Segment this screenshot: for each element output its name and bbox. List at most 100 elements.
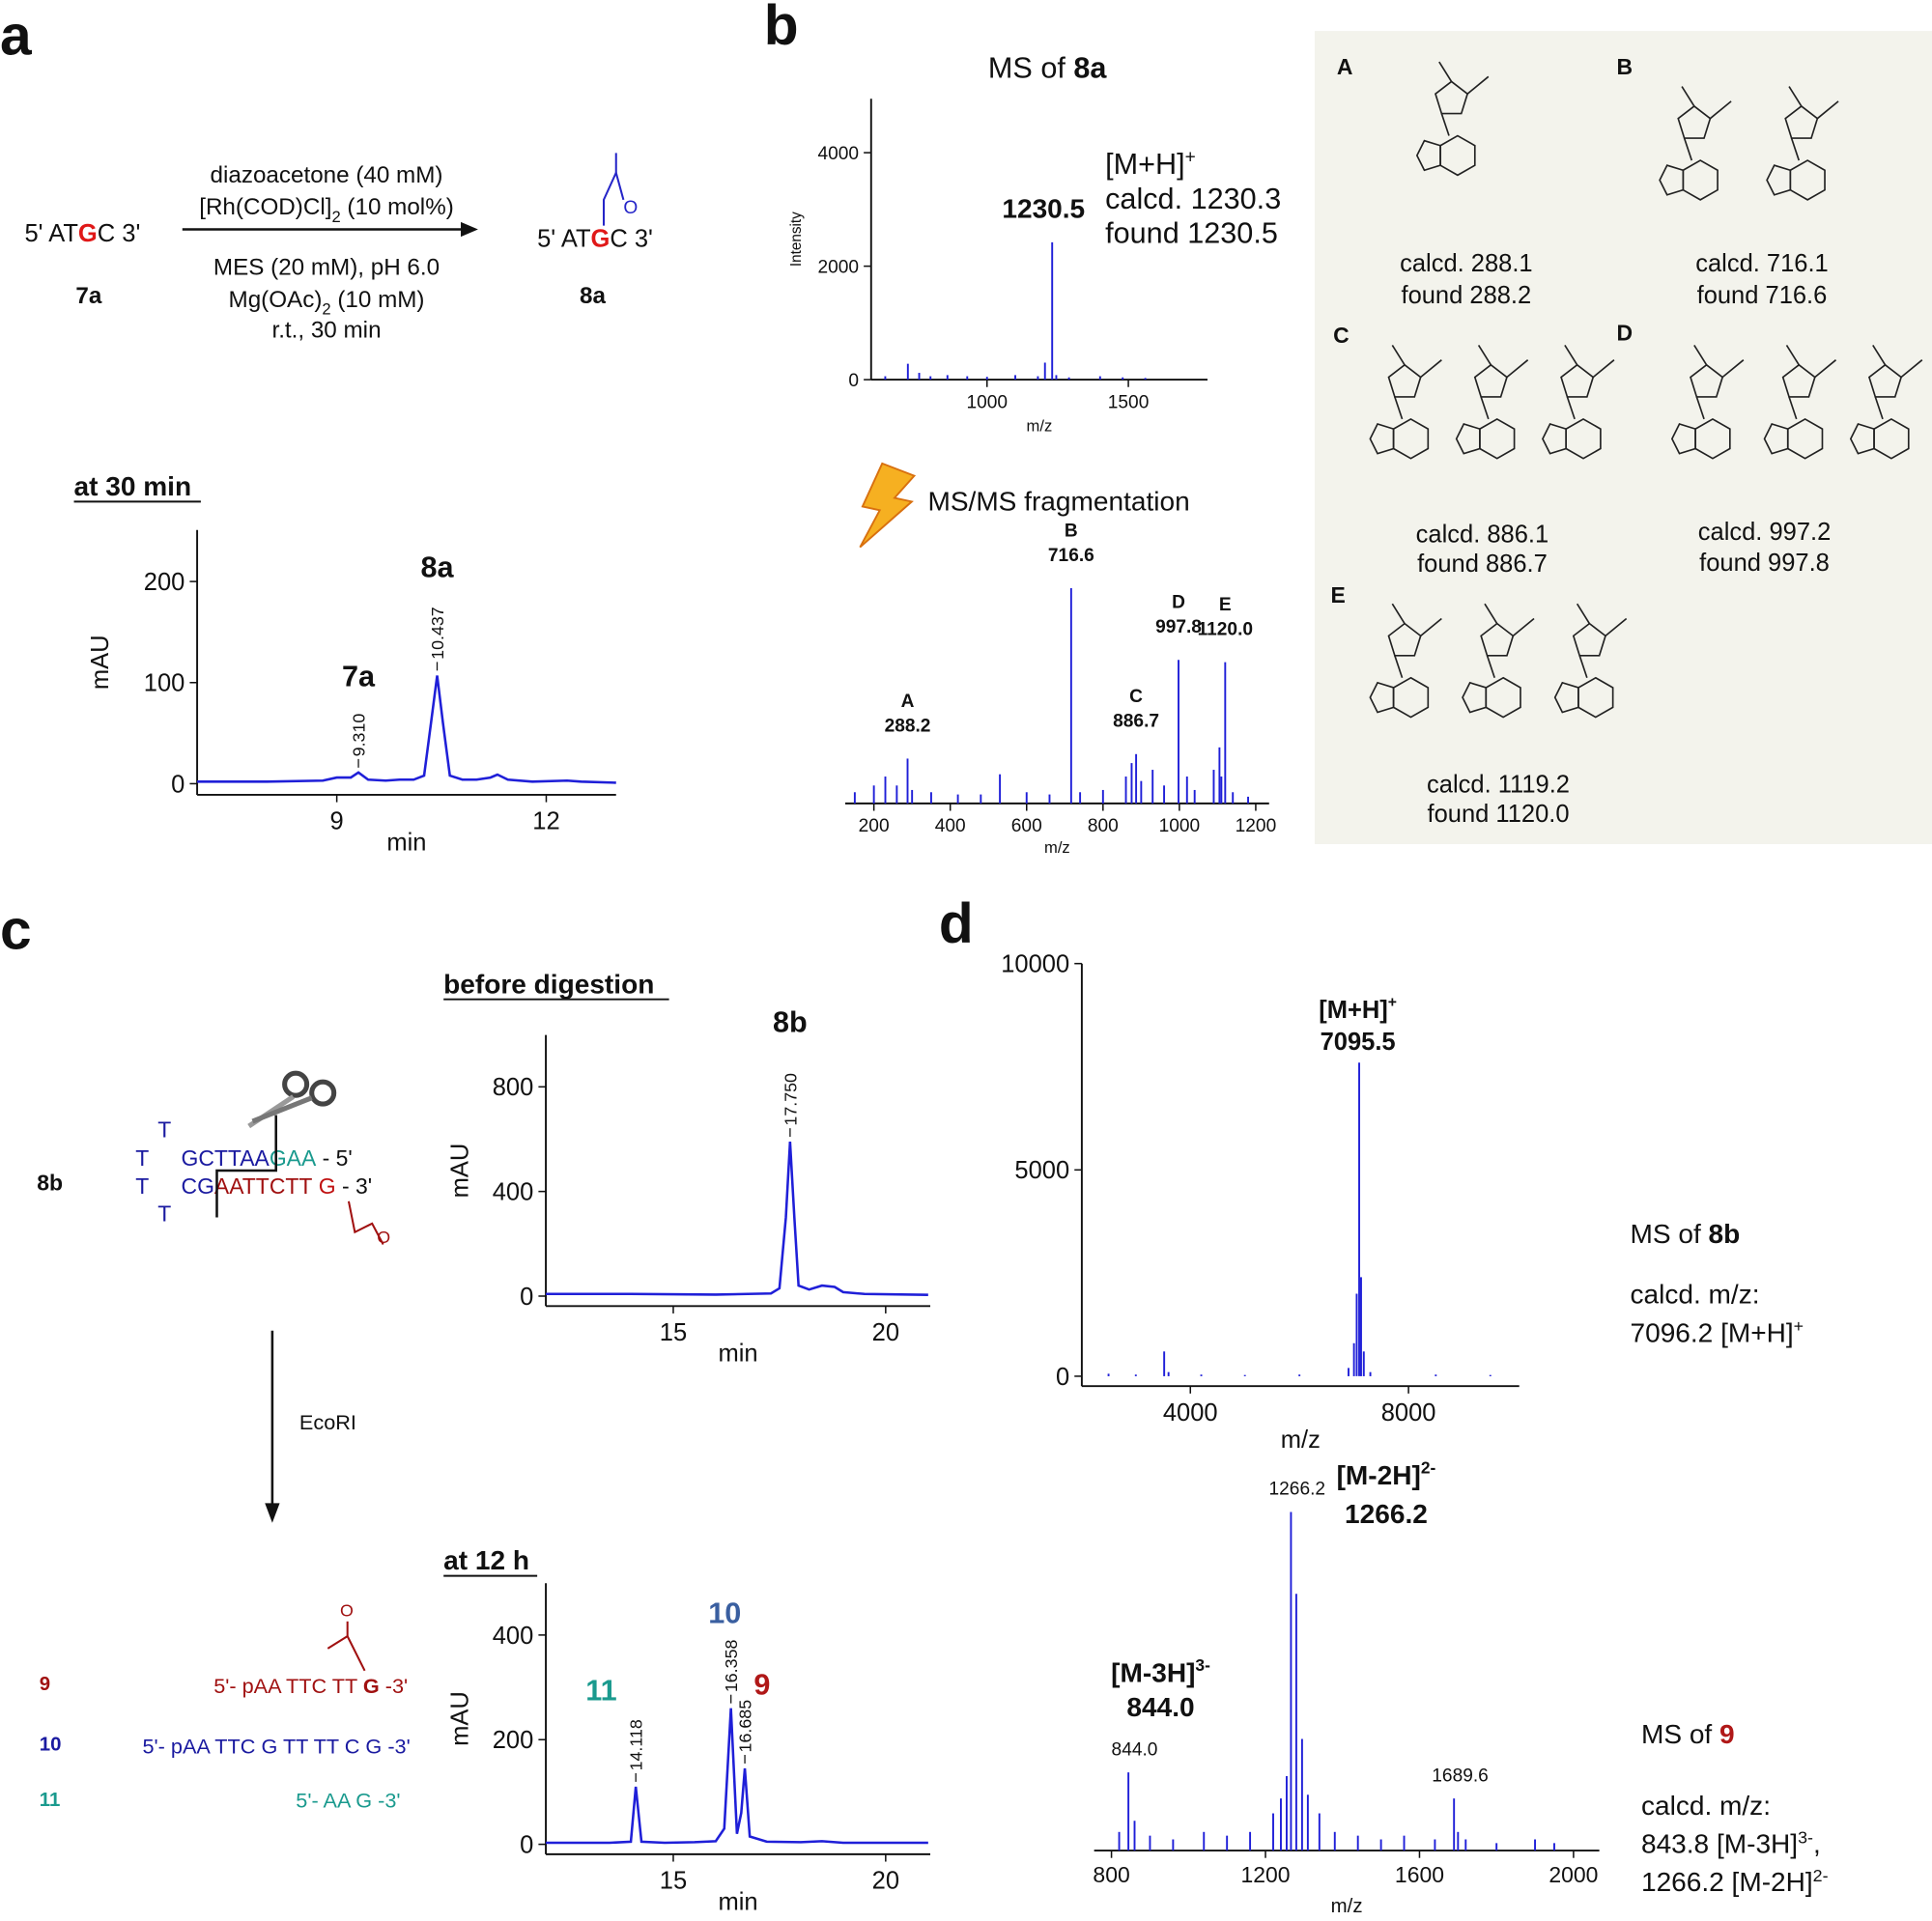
chart: 200 400 600 800 1000 1200 m/z A 288.2 B 716.6 C 886.… [845, 521, 1277, 857]
found-mass: found 716.6 [1697, 282, 1828, 309]
y-tick-label: 0 [848, 371, 859, 391]
calcd-part: + [1794, 1316, 1804, 1336]
fragment-id: D [1616, 320, 1633, 345]
peak-name: 11 [585, 1675, 616, 1708]
calcd-mass: calcd. 886.1 [1416, 521, 1549, 548]
trace [546, 1708, 928, 1845]
top-strand: GCTTAAGAA - 5' [182, 1145, 353, 1171]
product-sequence: 5'- pAA TTC TT G -3' [213, 1674, 408, 1698]
y-axis-label: Intensity [788, 212, 805, 267]
peak-name: 8a [420, 551, 454, 583]
seq-part: 5' AT [25, 220, 78, 247]
peak-label: 14.118 [627, 1719, 646, 1770]
x-tick-label: 1000 [966, 392, 1008, 412]
trace [546, 1142, 928, 1296]
ion-name-part: 3- [1195, 1655, 1210, 1675]
y-tick-label: 4000 [817, 144, 859, 164]
peak-label: 886.7 [1113, 712, 1159, 732]
fragment-name: E [1219, 595, 1232, 615]
sequence-part: G [363, 1674, 380, 1698]
found-mass: found 997.8 [1699, 550, 1830, 577]
chart: 9 12 0 100 200 min mAU 9.310 7a 10.437 8a [87, 529, 616, 856]
y-tick-label: 0 [520, 1284, 533, 1311]
fragment-id: A [1337, 54, 1353, 79]
fragment-id: E [1331, 582, 1346, 607]
x-tick-label: 8000 [1381, 1399, 1436, 1427]
x-tick-label: 20 [872, 1319, 899, 1346]
condition-part: Mg(OAc) [229, 287, 323, 313]
y-tick-label: 0 [171, 771, 185, 798]
seq-part: 5' AT [537, 225, 590, 252]
ion-name-part: [M-2H] [1337, 1460, 1421, 1490]
sequence-part: 5'- pAA TTC TT [213, 1674, 363, 1698]
y-tick-label: 800 [493, 1074, 534, 1101]
calcd-part: 7096.2 [M+H] [1631, 1317, 1794, 1347]
peak-name: 10 [708, 1597, 741, 1630]
condition-part: 2 [331, 208, 340, 226]
condition: Mg(OAc)2 (10 mM) [229, 287, 425, 319]
condition-part: 2 [322, 299, 330, 318]
x-axis-label: min [386, 829, 426, 856]
y-axis-label: mAU [447, 1691, 474, 1746]
seq-part: G [591, 225, 611, 252]
calcd-mass: 1266.2 [M-2H]2- [1641, 1866, 1829, 1897]
loop-base: T [135, 1173, 149, 1199]
panel-label: b [764, 0, 799, 57]
strand-part: AATTCTT [214, 1173, 313, 1199]
ketone-bond [602, 169, 625, 226]
fragment-id: B [1616, 54, 1633, 79]
compound-id: 8a [580, 283, 606, 309]
x-tick-label: 20 [872, 1868, 899, 1895]
y-tick-label: 400 [493, 1623, 534, 1650]
strand-part: GAA [270, 1145, 317, 1171]
x-tick-label: 1200 [1236, 816, 1277, 836]
peak-label: 716.6 [1048, 546, 1094, 566]
scissors-blade [251, 1095, 313, 1124]
x-axis-label: m/z [1027, 417, 1053, 436]
peak-name: 9 [753, 1669, 770, 1702]
fragment-id: C [1333, 323, 1350, 348]
x-axis-label: min [718, 1341, 757, 1368]
title-part: 8a [1073, 52, 1107, 85]
x-tick-label: 800 [1088, 816, 1119, 836]
product: 5' ATGC 3' [537, 225, 653, 252]
found-mass: found 886.7 [1417, 551, 1548, 578]
strand-part: CG [182, 1173, 214, 1199]
title-part: 8b [1709, 1219, 1741, 1249]
fragment-name: D [1172, 593, 1185, 613]
y-tick-label: 2000 [817, 257, 859, 277]
trace-title: at 12 h [443, 1545, 529, 1575]
chart: 800 1200 1600 2000 m/z 844.0 1266.2 1689.6 [M-3H… [1093, 1458, 1600, 1917]
oxygen: O [377, 1228, 390, 1247]
peak-label: 16.685 [735, 1700, 754, 1753]
x-tick-label: 1000 [1159, 816, 1201, 836]
structure-panel [1314, 31, 1932, 844]
y-tick-label: 200 [144, 569, 185, 596]
x-tick-label: 600 [1011, 816, 1042, 836]
x-tick-label: 1600 [1395, 1862, 1444, 1887]
calcd-mass: calcd. 1119.2 [1427, 771, 1570, 798]
condition-part: [Rh(COD)Cl] [199, 194, 331, 220]
substrate: 5' ATGC 3' [25, 220, 141, 247]
title-part: MS of [1631, 1219, 1709, 1249]
peak-label: 10.437 [428, 607, 447, 660]
calcd-mass: calcd. 1230.3 [1105, 183, 1281, 215]
cut-site [215, 1115, 277, 1218]
chart: 15 20 0 400 800 min mAU 17.750 8b [447, 1006, 931, 1368]
x-tick-label: 2000 [1548, 1862, 1598, 1887]
calcd-part: 1266.2 [M-2H] [1641, 1867, 1813, 1897]
x-axis-label: m/z [1044, 838, 1070, 857]
ion-value: 7095.5 [1321, 1029, 1396, 1056]
peak-label: 1689.6 [1432, 1766, 1489, 1786]
ion-name: [M-2H]2- [1337, 1458, 1436, 1490]
calcd-part: 2- [1813, 1866, 1829, 1885]
x-tick-label: 15 [660, 1319, 687, 1346]
ms-title: MS of 8b [1631, 1219, 1741, 1249]
fragment-name: A [901, 692, 915, 712]
x-tick-label: 15 [660, 1868, 687, 1895]
oxygen: O [340, 1601, 354, 1621]
y-axis-label: mAU [447, 1144, 474, 1199]
seq-part: C 3' [610, 225, 653, 252]
